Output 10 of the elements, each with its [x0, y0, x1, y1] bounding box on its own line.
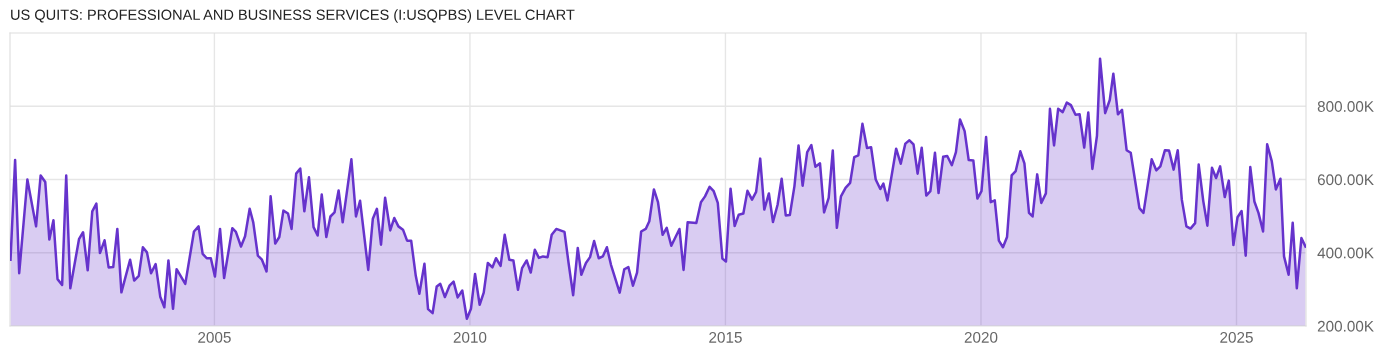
- y-tick-label: 600.00K: [1317, 174, 1374, 186]
- x-tick-label: 2015: [709, 331, 742, 343]
- x-tick-label: 2010: [453, 331, 487, 343]
- chart-title: US QUITS: PROFESSIONAL AND BUSINESS SERVICES (I:USQPBS) LEVEL CHART: [11, 9, 575, 23]
- y-tick-label: 200.00K: [1317, 320, 1374, 332]
- y-tick-label: 800.00K: [1317, 101, 1374, 112]
- y-tick-label: 400.00K: [1317, 247, 1374, 259]
- x-tick-label: 2020: [964, 331, 998, 343]
- x-tick-label: 2025: [1220, 331, 1253, 343]
- x-tick-label: 2005: [198, 331, 231, 343]
